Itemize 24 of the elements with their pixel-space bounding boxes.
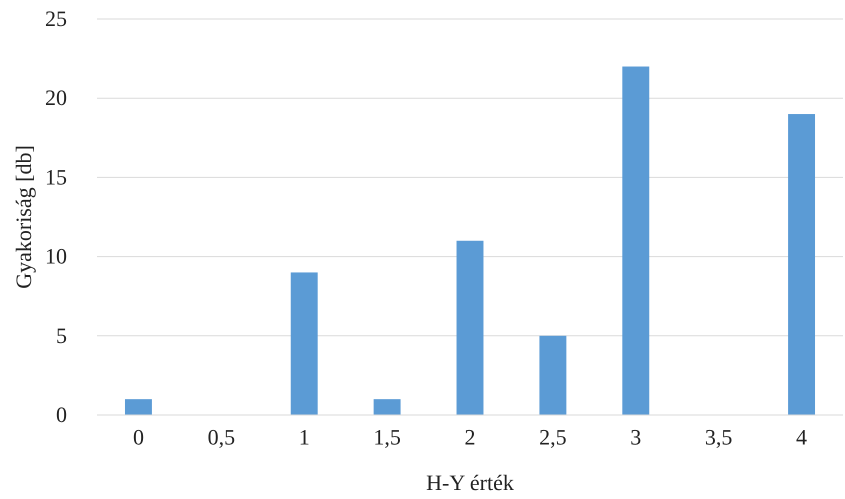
bar	[456, 240, 484, 415]
x-tick-label: 1	[298, 424, 310, 450]
y-axis-title: Gyakoriság [db]	[11, 145, 36, 289]
bar	[124, 399, 152, 415]
x-tick-label: 0,5	[208, 424, 236, 450]
x-tick-label: 2,5	[539, 424, 567, 450]
y-tick-label: 20	[45, 85, 67, 110]
bar	[374, 399, 401, 415]
bar	[539, 336, 566, 415]
x-axis-title: H-Y érték	[426, 470, 514, 495]
y-tick-label: 0	[56, 402, 67, 428]
x-tick-label: 0	[132, 424, 144, 450]
x-tick-label: 3	[630, 424, 642, 450]
x-tick-label: 3,5	[704, 424, 732, 450]
y-tick-label: 15	[45, 164, 67, 190]
y-tick-label: 5	[56, 322, 67, 348]
y-tick-label: 25	[45, 6, 67, 32]
y-tick-label: 10	[45, 244, 67, 269]
x-tick-label: 2	[464, 424, 476, 450]
bar	[290, 272, 318, 415]
x-tick-label: 4	[796, 424, 808, 450]
x-tick-label: 1,5	[373, 424, 401, 450]
bar	[622, 66, 650, 415]
bar	[788, 114, 816, 415]
